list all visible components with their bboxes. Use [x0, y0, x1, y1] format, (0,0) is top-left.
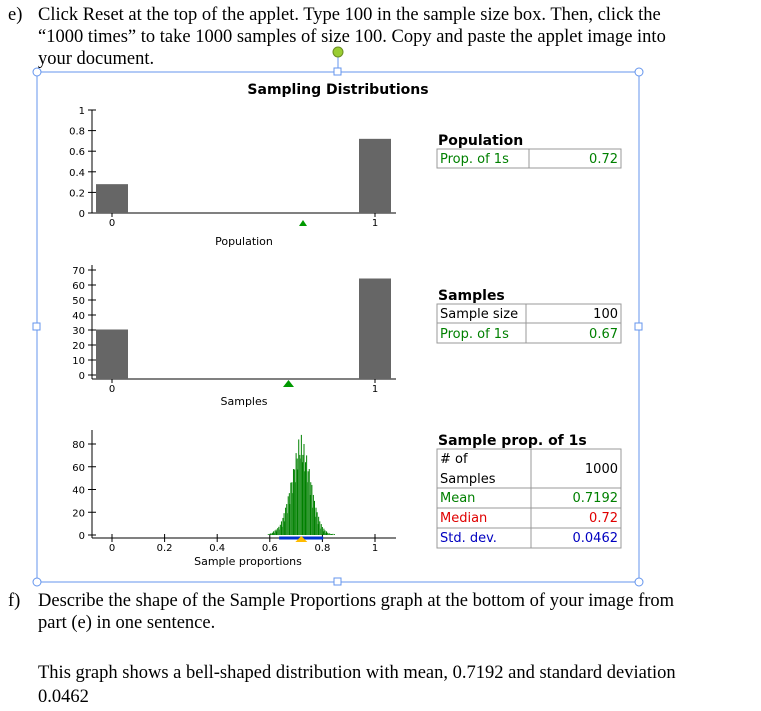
std-dev-value: 0.0462 — [573, 531, 619, 546]
mean-label: Mean — [440, 491, 475, 506]
sample-proportions-chart: 80 60 40 20 0 0 0.2 0.4 0.6 0.8 1 Sample proporti… — [72, 430, 396, 568]
resize-handle-left[interactable] — [32, 322, 41, 331]
question-f-label: f) — [8, 591, 21, 611]
sample-proportions-xtick-label: 0.2 — [157, 543, 173, 554]
rotate-handle[interactable] — [332, 46, 344, 58]
resize-handle-tl[interactable] — [32, 67, 42, 77]
question-e-line-3: your document. — [38, 49, 155, 69]
question-e-label: e) — [8, 5, 23, 25]
samples-ytick-label: 10 — [72, 356, 85, 367]
population-xlabel: Population — [215, 235, 273, 248]
question-f-line-1: Describe the shape of the Sample Proport… — [38, 591, 675, 611]
resize-handle-top[interactable] — [333, 67, 342, 76]
sample-prop-table-title: Sample prop. of 1s — [438, 433, 587, 449]
resize-handle-br[interactable] — [634, 577, 644, 587]
resize-handle-tr[interactable] — [634, 67, 644, 77]
resize-handle-bl[interactable] — [32, 577, 42, 587]
sample-proportions-ytick-label: 0 — [79, 531, 85, 542]
image-selection-frame[interactable] — [32, 46, 644, 587]
question-f-line-2: part (e) in one sentence. — [38, 613, 216, 633]
population-bar-1 — [359, 138, 391, 213]
question-e: e) Click Reset at the top of the applet.… — [0, 4, 761, 74]
population-table-title: Population — [438, 133, 523, 149]
sample-proportions-ytick-label: 60 — [72, 463, 85, 474]
samples-ytick-label: 0 — [79, 371, 85, 382]
answer[interactable]: This graph shows a bell-shaped distribut… — [0, 662, 761, 708]
sample-proportions-xlabel: Sample proportions — [194, 555, 302, 568]
population-ytick-label: 0.2 — [69, 188, 85, 199]
applet-title: Sampling Distributions — [247, 82, 428, 98]
answer-line-1[interactable]: This graph shows a bell-shaped distribut… — [38, 663, 676, 683]
population-ytick-label: 0.6 — [69, 147, 85, 158]
sample-proportions-xtick-label: 0 — [109, 543, 115, 554]
samples-xlabel: Samples — [221, 395, 268, 408]
samples-prop-label: Prop. of 1s — [440, 327, 509, 342]
resize-handle-bottom[interactable] — [333, 577, 342, 586]
population-prop-label: Prop. of 1s — [440, 152, 509, 167]
samples-count-value: 1000 — [585, 462, 618, 477]
samples-prop-value: 0.67 — [589, 327, 618, 342]
population-mean-marker — [299, 220, 307, 226]
population-xtick-label: 0 — [109, 218, 115, 229]
population-chart: 1 0.8 0.6 0.4 0.2 0 0 1 Population — [69, 106, 396, 248]
samples-size-value[interactable]: 100 — [593, 307, 618, 322]
resize-handle-right[interactable] — [634, 322, 643, 331]
population-prop-value: 0.72 — [589, 152, 618, 167]
population-ytick-label: 1 — [79, 106, 85, 117]
population-bar-0 — [96, 184, 128, 213]
sample-proportions-ytick-label: 80 — [72, 440, 85, 451]
samples-mean-marker — [283, 380, 294, 387]
sample-prop-table: Sample prop. of 1s # of Samples 1000 Mea… — [436, 433, 622, 549]
population-xtick-label: 1 — [372, 218, 378, 229]
samples-count-label-1: # of — [440, 452, 468, 467]
median-marker — [295, 536, 308, 542]
samples-table-title: Samples — [438, 288, 505, 304]
sample-proportions-xtick-label: 1 — [372, 543, 378, 554]
question-f: f) Describe the shape of the Sample Prop… — [0, 590, 761, 636]
sample-proportions-ytick-label: 20 — [72, 508, 85, 519]
question-e-line-1: Click Reset at the top of the applet. Ty… — [38, 5, 661, 25]
samples-chart: 70 60 50 40 30 20 10 0 0 1 Samples — [72, 265, 396, 408]
samples-ytick-label: 60 — [72, 281, 85, 292]
samples-table: Samples Sample size 100 Prop. of 1s 0.67 — [436, 288, 622, 344]
population-ytick-label: 0.8 — [69, 127, 85, 138]
population-ytick-label: 0 — [79, 209, 85, 220]
mean-value: 0.7192 — [573, 491, 619, 506]
samples-count-label-2: Samples — [440, 472, 496, 487]
samples-xtick-label: 1 — [372, 384, 378, 395]
samples-ytick-label: 40 — [72, 311, 85, 322]
samples-xtick-label: 0 — [109, 384, 115, 395]
samples-bar-0 — [96, 329, 128, 379]
std-dev-label: Std. dev. — [440, 531, 497, 546]
samples-size-label: Sample size — [440, 307, 518, 322]
samples-ytick-label: 20 — [72, 341, 85, 352]
sample-proportions-ytick-label: 40 — [72, 486, 85, 497]
median-label: Median — [440, 511, 487, 526]
samples-ytick-label: 70 — [72, 266, 85, 277]
sample-proportions-xtick-label: 0.6 — [262, 543, 278, 554]
median-value: 0.72 — [589, 511, 618, 526]
population-ytick-label: 0.4 — [69, 168, 85, 179]
population-table: Population Prop. of 1s 0.72 — [436, 133, 622, 169]
samples-ytick-label: 30 — [72, 326, 85, 337]
samples-bar-1 — [359, 278, 391, 379]
sample-proportions-xtick-label: 0.8 — [314, 543, 330, 554]
question-e-line-2: “1000 times” to take 1000 samples of siz… — [38, 27, 666, 47]
samples-ytick-label: 50 — [72, 296, 85, 307]
answer-line-2[interactable]: 0.0462 — [38, 687, 89, 707]
sample-proportions-xtick-label: 0.4 — [209, 543, 225, 554]
